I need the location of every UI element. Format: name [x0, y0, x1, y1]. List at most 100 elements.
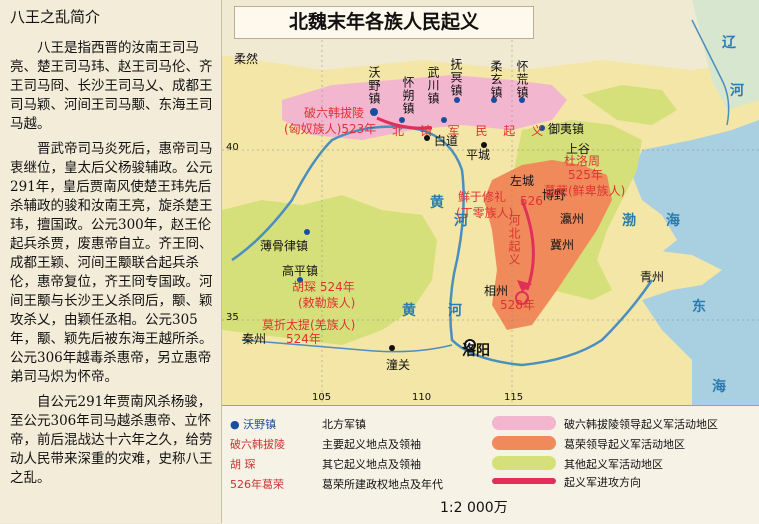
legend-swatch-arrow: [492, 478, 556, 484]
dot-baidao: [424, 135, 430, 141]
label-xianyu-year: 526: [520, 194, 543, 208]
dot-yuyi: [539, 125, 545, 131]
label-po-liuhan: 破六韩拔陵: [304, 106, 365, 120]
map-scale: 1:2 000万: [440, 500, 508, 516]
label-ge-year: 528年: [500, 298, 535, 312]
label-pingcheng: 平城: [466, 148, 491, 162]
dot-bogu: [304, 229, 310, 235]
ge-rong-area: [484, 160, 612, 330]
legend-swatch-pink: [492, 416, 556, 430]
label-tongguan: 潼关: [386, 358, 411, 372]
label-hu-chen-sub: (敕勒族人): [298, 296, 356, 310]
green-area-northeast: [582, 85, 677, 125]
label-yuyi: 御夷镇: [548, 122, 585, 136]
label-mozhe: 莫折太提(羌族人): [262, 318, 356, 332]
label-fuming: 抚冥镇: [449, 58, 463, 97]
label-shanggu: 上谷: [566, 142, 591, 156]
attack-arrow-1: [376, 116, 433, 130]
legend-hu-desc: 其它起义地点及领袖: [322, 458, 421, 471]
label-wuchuan: 武川镇: [426, 66, 440, 105]
dot-rouxuan: [491, 97, 497, 103]
liao-river: [691, 19, 730, 126]
label-donghai-2: 海: [712, 379, 726, 395]
legend-woye-symbol: ● 沃野镇: [230, 418, 277, 431]
legend-swatch-green: [492, 456, 556, 470]
label-yingzhou: 瀛州: [560, 212, 585, 226]
label-beizhen: 北 镇 军 民 起 义: [392, 124, 550, 138]
label-bogu: 薄骨律镇: [260, 239, 309, 253]
dot-wuchuan: [441, 117, 447, 123]
liaodong-land: [692, 0, 759, 110]
map-legend: ● 沃野镇 北方军镇 破六韩拔陵 主要起义地点及领袖 胡 琛 其它起义地点及领袖…: [222, 405, 759, 524]
map-title: 北魏末年各族人民起义: [234, 6, 534, 39]
label-po-liuhan-sub: (匈奴族人)523年: [284, 122, 377, 136]
label-donghai-1: 东: [692, 299, 706, 315]
legend-area3-desc: 其他起义军活动地区: [564, 458, 663, 471]
legend-ge-desc: 葛荣所建政权地点及年代: [322, 478, 443, 491]
legend-swatch-orange: [492, 436, 556, 450]
dot-woye: [370, 108, 378, 116]
label-he-2: 河: [448, 303, 462, 319]
legend-ge-symbol: 526年葛荣: [230, 478, 284, 491]
shandong-peninsula: [602, 250, 722, 300]
dot-fuming: [454, 97, 460, 103]
label-boye: 博野: [542, 188, 567, 202]
dot-xiangzhou: [515, 291, 529, 305]
label-bohai-1: 渤: [622, 213, 636, 229]
label-rouran: 柔然: [234, 52, 259, 66]
label-zuocheng: 左城: [510, 174, 535, 188]
label-qinzhou: 秦州: [242, 332, 267, 346]
label-mozhe-sub: 524年: [286, 332, 321, 346]
intro-title: 八王之乱简介: [10, 8, 101, 26]
label-qingzhou: 青州: [640, 270, 665, 284]
label-woye: 沃野镇: [367, 66, 381, 105]
label-xianyu: 鲜于修礼: [458, 190, 507, 204]
legend-area2-desc: 葛荣领导起义军活动地区: [564, 438, 685, 451]
legend-woye-desc: 北方军镇: [322, 418, 366, 431]
legend-arrow-desc: 起义军进攻方向: [564, 476, 641, 489]
legend-area1-desc: 破六韩拔陵领导起义军活动地区: [564, 418, 718, 431]
label-lon-115: 115: [504, 392, 524, 403]
label-rouxuan: 柔玄镇: [489, 60, 503, 99]
legend-woye-symbol-text: 沃野镇: [243, 418, 277, 431]
label-huang-2: 黄: [402, 303, 416, 319]
attack-arrow-head-2: [517, 280, 532, 292]
wei-river: [241, 339, 453, 353]
green-area-west: [222, 195, 437, 345]
map-panel: 北魏末年各族人民起义 柔然 沃野镇 怀朔镇 武川镇 抚冥镇 柔玄镇 怀荒镇 御夷…: [222, 0, 759, 523]
map-canvas: [222, 0, 759, 405]
label-he-1: 河: [454, 213, 468, 229]
yellow-river: [231, 125, 654, 367]
label-jizhou: 冀州: [550, 238, 575, 252]
dot-pingcheng: [481, 142, 487, 148]
label-xianyu-sub: (丁零族人): [456, 206, 514, 220]
label-liao-2: 河: [730, 83, 744, 99]
label-lon-110: 110: [412, 392, 432, 403]
dot-huaishuo: [399, 117, 405, 123]
po-liuhan-area: [282, 75, 567, 140]
legend-po-symbol: 破六韩拔陵: [230, 438, 285, 451]
label-ge-rong: 葛荣(鲜卑族人): [544, 184, 626, 198]
label-liao-1: 辽: [722, 35, 736, 51]
dot-tongguan: [389, 345, 395, 351]
label-lat-35: 35: [226, 312, 239, 323]
intro-panel: 八王之乱简介 八王是指西晋的汝南王司马亮、楚王司马玮、赵王司马伦、齐王司马冏、长…: [0, 0, 222, 523]
attack-arrow-2: [520, 199, 535, 291]
label-du-luozhou: 杜洛周: [564, 154, 601, 168]
label-bohai-2: 海: [666, 213, 680, 229]
legend-hu-symbol: 胡 琛: [230, 458, 256, 471]
label-hu-chen: 胡琛 524年: [292, 280, 355, 294]
label-du-luozhou-sub: 525年: [568, 168, 603, 182]
label-hebei: 河北起义: [507, 214, 521, 266]
label-luoyang: 洛阳: [462, 343, 490, 359]
label-gaoping: 高平镇: [282, 264, 319, 278]
intro-paragraph-1: 八王是指西晋的汝南王司马亮、楚王司马玮、赵王司马伦、齐王司马冏、长沙王司马乂、成…: [10, 40, 213, 132]
label-huang-1: 黄: [430, 195, 444, 211]
label-xiangzhou: 相州: [484, 284, 509, 298]
label-lat-40: 40: [226, 142, 239, 153]
dot-huaihuang: [519, 97, 525, 103]
intro-paragraph-3: 自公元291年贾南风杀杨骏，至公元306年司马越杀惠帝、立怀帝，前后混战达十六年…: [10, 394, 213, 486]
label-huaishuo: 怀朔镇: [401, 76, 415, 115]
dot-luoyang: [464, 339, 476, 351]
